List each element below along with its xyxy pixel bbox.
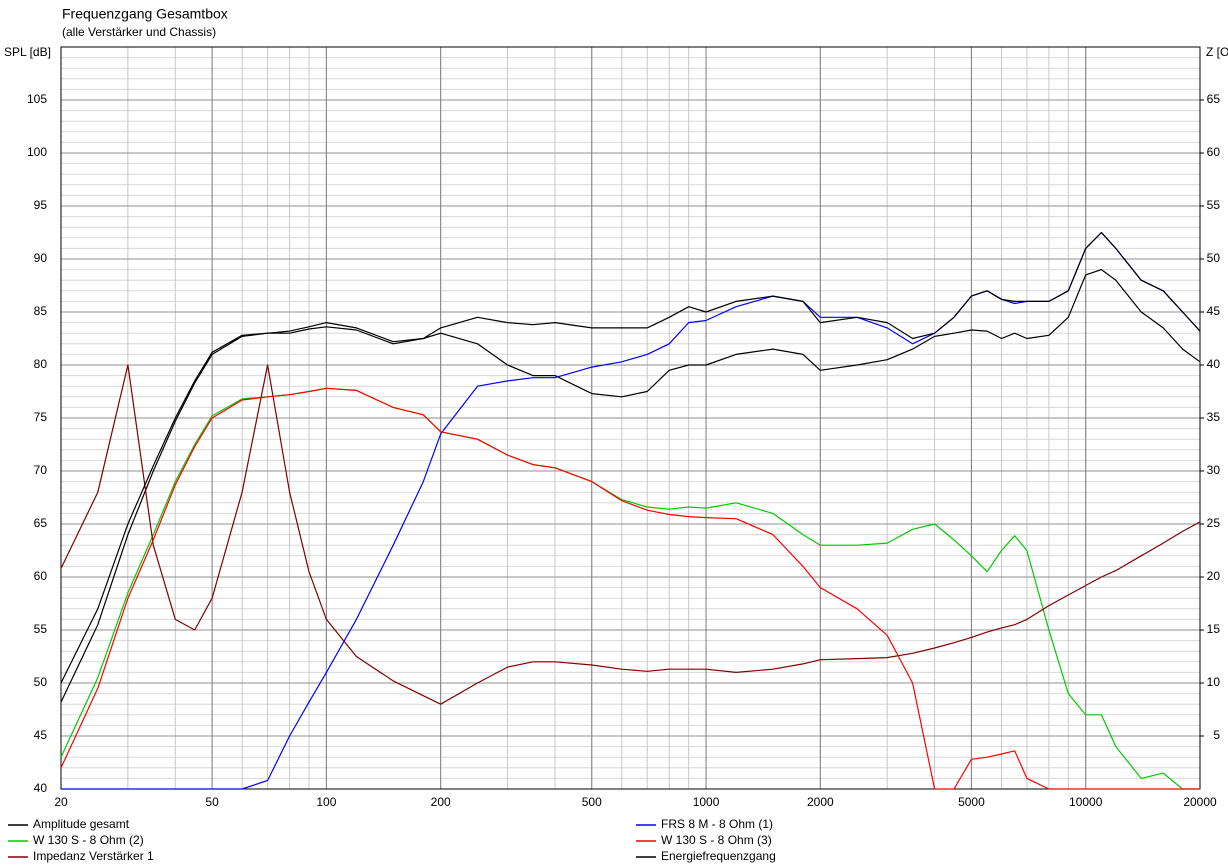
y-tick-label: 45 — [34, 728, 48, 742]
y2-tick-label: 25 — [1207, 516, 1221, 530]
y-tick-label: 40 — [34, 781, 48, 795]
y2-tick-label: 30 — [1207, 463, 1221, 477]
x-tick-label: 10000 — [1069, 795, 1103, 809]
y2-tick-label: 45 — [1207, 304, 1221, 318]
y2-tick-label: 20 — [1207, 569, 1221, 583]
y-tick-label: 75 — [34, 410, 48, 424]
chart-subtitle: (alle Verstärker und Chassis) — [62, 25, 216, 39]
grid — [60, 46, 1204, 790]
y-tick-label: 70 — [34, 463, 48, 477]
y2-tick-label: 60 — [1207, 145, 1221, 159]
plot-frame — [60, 46, 1201, 790]
series-line — [60, 387, 1200, 790]
y-tick-label: 95 — [34, 198, 48, 212]
x-tick-label: 1000 — [693, 795, 720, 809]
series-line — [60, 231, 1201, 684]
y-tick-label: 85 — [34, 304, 48, 318]
legend-label: W 130 S - 8 Ohm (2) — [33, 833, 144, 847]
x-tick-label: 2000 — [807, 795, 834, 809]
y-tick-label: 100 — [27, 145, 47, 159]
y2-tick-label: 50 — [1207, 251, 1221, 265]
y2-tick-label: 5 — [1213, 728, 1220, 742]
y-tick-label: 90 — [34, 251, 48, 265]
y-tick-label: 50 — [34, 675, 48, 689]
x-tick-label: 20000 — [1183, 795, 1217, 809]
y2-axis-label: Z [O — [1206, 45, 1228, 59]
y-tick-label: 105 — [27, 92, 47, 106]
y2-tick-label: 35 — [1207, 410, 1221, 424]
x-tick-label: 20 — [54, 795, 68, 809]
x-tick-label: 5000 — [958, 795, 985, 809]
x-tick-label: 100 — [316, 795, 336, 809]
legend-label: FRS 8 M - 8 Ohm (1) — [661, 817, 773, 831]
y-tick-label: 60 — [34, 569, 48, 583]
x-tick-label: 500 — [582, 795, 602, 809]
legend-label: Amplitude gesamt — [33, 817, 130, 831]
legend-label: Impedanz Verstärker 1 — [33, 849, 154, 863]
y2-tick-label: 15 — [1207, 622, 1221, 636]
y2-tick-label: 10 — [1207, 675, 1221, 689]
y2-tick-label: 65 — [1207, 92, 1221, 106]
plot — [60, 231, 1201, 790]
y-tick-label: 80 — [34, 357, 48, 371]
x-tick-label: 50 — [205, 795, 219, 809]
y-tick-label: 55 — [34, 622, 48, 636]
legend-label: W 130 S - 8 Ohm (3) — [661, 833, 772, 847]
series-line — [60, 364, 1201, 705]
y-axis-label: SPL [dB] — [4, 45, 51, 59]
y2-tick-label: 55 — [1207, 198, 1221, 212]
y-tick-label: 65 — [34, 516, 48, 530]
legend-label: Energiefrequenzgang — [661, 849, 776, 863]
chart-title: Frequenzgang Gesamtbox — [62, 6, 228, 22]
x-tick-label: 200 — [431, 795, 451, 809]
y2-tick-label: 40 — [1207, 357, 1221, 371]
